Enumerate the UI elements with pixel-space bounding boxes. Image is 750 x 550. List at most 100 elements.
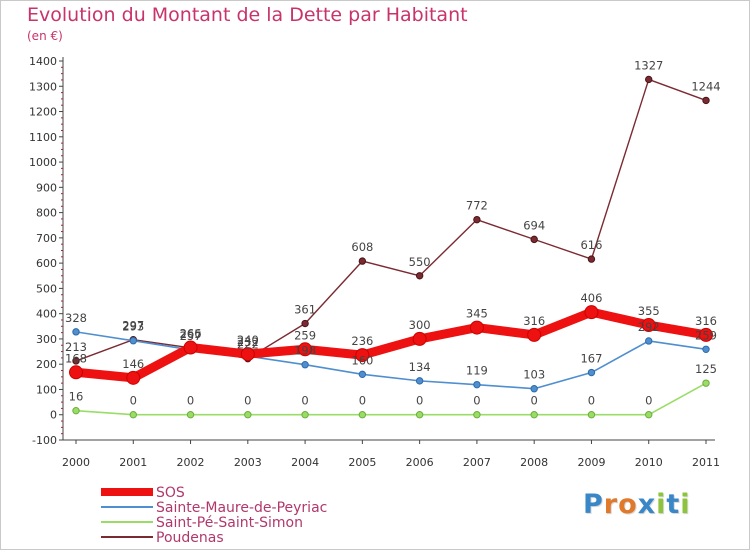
data-label-sos: 300 (409, 318, 431, 332)
data-point-sos (69, 365, 83, 380)
y-tick-label: -100 (32, 434, 57, 447)
data-point-poudenas (587, 255, 596, 263)
logo-letter: x (637, 489, 657, 520)
data-label-poudenas: 213 (65, 340, 87, 354)
data-label-sainte-maure-de-peyriac: 160 (351, 353, 373, 367)
data-label-sos: 355 (638, 304, 660, 318)
data-label-poudenas: 616 (580, 238, 602, 252)
data-point-sos (527, 327, 542, 342)
y-tick-label: 600 (36, 257, 57, 270)
data-label-poudenas: 265 (180, 327, 202, 341)
data-point-sainte-maure-de-peyriac (358, 370, 367, 379)
data-label-sainte-maure-de-peyriac: 103 (523, 368, 545, 382)
y-tick-label: 1100 (29, 131, 57, 144)
logo-letter: i (656, 489, 667, 520)
data-point-sainte-maure-de-peyriac (415, 377, 424, 385)
data-label-saint-pe-saint-simon: 0 (187, 394, 194, 408)
data-point-poudenas (415, 272, 424, 280)
data-label-poudenas: 772 (466, 199, 488, 213)
data-point-poudenas (72, 357, 80, 365)
x-tick-label: 2005 (348, 456, 376, 469)
x-tick-label: 2008 (520, 456, 548, 469)
data-point-saint-pe-saint-simon (358, 411, 367, 419)
data-point-sos (183, 340, 198, 355)
legend-label-poudenas: Poudenas (156, 530, 224, 546)
logo-letter: i (680, 489, 691, 520)
data-point-sos (298, 342, 313, 357)
data-label-sainte-maure-de-peyriac: 232 (237, 335, 259, 349)
data-label-poudenas: 550 (409, 255, 431, 269)
data-label-sainte-maure-de-peyriac: 167 (580, 352, 602, 366)
data-label-poudenas: 1327 (634, 58, 663, 72)
data-label-sos: 168 (65, 351, 87, 365)
data-point-saint-pe-saint-simon (702, 379, 710, 387)
data-label-sos: 240 (237, 333, 259, 347)
y-tick-label: 200 (36, 358, 57, 371)
data-point-sainte-maure-de-peyriac (129, 337, 137, 345)
logo-letter: P (583, 489, 604, 520)
data-point-poudenas (702, 96, 710, 105)
data-point-saint-pe-saint-simon (530, 411, 538, 419)
data-point-poudenas (645, 75, 653, 84)
data-point-sainte-maure-de-peyriac (702, 345, 710, 353)
data-label-sos: 266 (180, 327, 202, 341)
data-label-saint-pe-saint-simon: 0 (645, 394, 652, 408)
data-point-sos (584, 305, 599, 320)
chart-title: Evolution du Montant de la Dette par Hab… (27, 4, 468, 26)
data-label-poudenas: 1244 (691, 79, 720, 93)
data-point-poudenas (473, 215, 481, 224)
data-point-sos (641, 318, 656, 333)
x-tick-label: 2002 (177, 456, 205, 469)
data-point-sos (469, 320, 484, 335)
x-tick-label: 2006 (406, 456, 434, 469)
data-label-sainte-maure-de-peyriac: 119 (466, 364, 488, 378)
data-point-saint-pe-saint-simon (301, 411, 309, 419)
data-label-saint-pe-saint-simon: 0 (301, 394, 308, 408)
data-point-sainte-maure-de-peyriac (301, 361, 309, 369)
x-tick-label: 2004 (291, 456, 319, 469)
data-point-saint-pe-saint-simon (72, 406, 80, 415)
legend-label-sainte-maure-de-peyriac: Sainte-Maure-de-Peyriac (156, 500, 327, 516)
data-label-saint-pe-saint-simon: 125 (695, 362, 717, 376)
data-label-sos: 316 (695, 314, 717, 328)
y-tick-label: 900 (36, 181, 57, 194)
data-label-poudenas: 694 (523, 218, 545, 232)
data-label-sainte-maure-de-peyriac: 293 (122, 320, 144, 334)
data-point-sainte-maure-de-peyriac (587, 368, 596, 377)
data-point-saint-pe-saint-simon (129, 411, 137, 419)
data-label-sos: 316 (523, 314, 545, 328)
y-tick-label: 300 (36, 333, 57, 346)
data-label-saint-pe-saint-simon: 16 (69, 390, 84, 404)
data-label-sos: 146 (122, 357, 144, 371)
series-line-poudenas (75, 78, 707, 362)
logo-letter: o (618, 489, 638, 520)
data-label-sainte-maure-de-peyriac: 134 (409, 360, 431, 374)
data-point-poudenas (301, 319, 309, 328)
legend-label-saint-pe-saint-simon: Saint-Pé-Saint-Simon (156, 515, 303, 531)
data-label-sos: 236 (351, 334, 373, 348)
data-label-sos: 345 (466, 307, 488, 321)
proxiti-logo: Proxiti (583, 489, 691, 520)
data-label-sos: 259 (294, 328, 316, 342)
data-point-saint-pe-saint-simon (244, 411, 252, 419)
legend-label-sos: SOS (156, 485, 185, 501)
y-tick-label: 400 (36, 308, 57, 321)
data-point-sos (126, 370, 141, 385)
y-tick-label: 500 (36, 282, 57, 295)
data-point-sainte-maure-de-peyriac (72, 328, 80, 336)
data-label-saint-pe-saint-simon: 0 (359, 394, 366, 408)
data-point-saint-pe-saint-simon (587, 411, 596, 419)
data-point-saint-pe-saint-simon (186, 411, 195, 419)
x-tick-label: 2007 (463, 456, 491, 469)
data-label-saint-pe-saint-simon: 0 (531, 394, 538, 408)
data-point-sainte-maure-de-peyriac (473, 380, 481, 389)
data-point-poudenas (530, 235, 538, 244)
y-tick-label: 1300 (29, 80, 57, 93)
x-tick-label: 2003 (234, 456, 262, 469)
data-label-poudenas: 361 (294, 303, 316, 317)
data-point-saint-pe-saint-simon (415, 411, 424, 419)
y-tick-label: 1000 (29, 156, 57, 169)
y-tick-label: 700 (36, 232, 57, 245)
x-tick-label: 2000 (62, 456, 90, 469)
